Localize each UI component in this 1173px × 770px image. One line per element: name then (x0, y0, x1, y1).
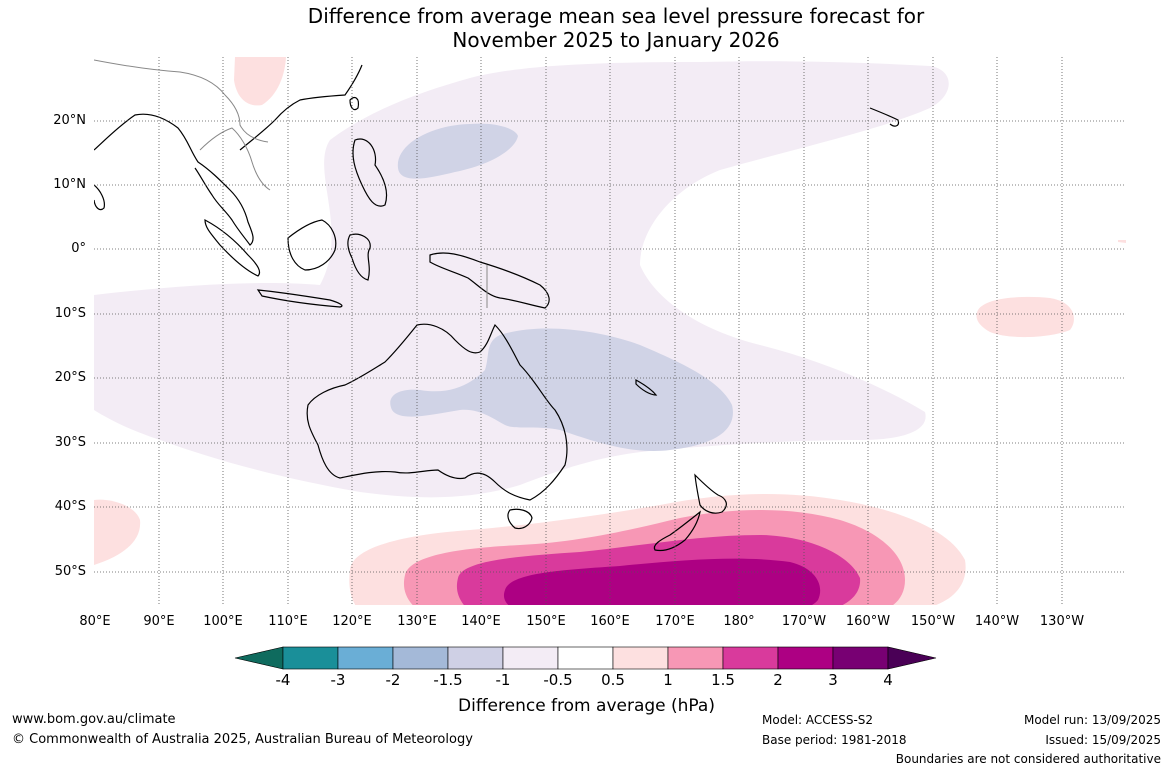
coast-sumatra (204, 218, 261, 277)
map-plot-area (94, 57, 1126, 605)
footer-model-run: Model run: 13/09/2025 (1023, 713, 1161, 727)
coast-australia (306, 323, 568, 501)
colorbar-swatch (832, 646, 889, 670)
colorbar-title: Difference from average (hPa) (458, 696, 715, 716)
coast-borneo (287, 219, 337, 271)
coast-new-guinea (429, 252, 550, 309)
coast-new-zealand-south (653, 510, 701, 552)
coast-taiwan (349, 97, 360, 111)
footer-issued: Issued: 15/09/2025 (1045, 733, 1161, 747)
anomaly-region-pos-south-indian (94, 499, 141, 565)
colorbar-extend-low (234, 646, 284, 670)
footer-copyright: © Commonwealth of Australia 2025, Austra… (12, 732, 473, 747)
lon-label-150e: 150°E (526, 614, 566, 629)
lon-label-130w: 130°W (1039, 614, 1085, 629)
lat-label-10s: 10°S (54, 306, 86, 321)
colorbar-tick-label: 0.5 (601, 671, 625, 689)
lat-label-20n: 20°N (53, 113, 86, 128)
lon-label-180: 180° (723, 614, 755, 629)
footer-model: Model: ACCESS-S2 (762, 713, 874, 727)
lat-label-10n: 10°N (53, 177, 86, 192)
coast-sulawesi (347, 233, 371, 281)
lon-label-100e: 100°E (203, 614, 243, 629)
border-china-south (94, 59, 269, 143)
colorbar-swatch (557, 646, 614, 670)
footer-base-period: Base period: 1981-2018 (762, 733, 907, 747)
country-borders (94, 59, 488, 308)
colorbar-tick-label: -1.5 (433, 671, 463, 689)
coast-new-zealand-north (694, 473, 727, 514)
coast-java (256, 289, 343, 308)
colorbar-tick-label: -2 (385, 671, 401, 689)
coastlines (94, 64, 900, 552)
colorbar-extend-high (887, 646, 937, 670)
coast-philippines (352, 138, 388, 207)
anomaly-region-negative-north (397, 123, 518, 179)
anomaly-region-pos-2 (503, 558, 821, 605)
colorbar (234, 646, 937, 670)
map-title-line2: November 2025 to January 2026 (452, 28, 780, 52)
colorbar-tick-label: 4 (883, 671, 893, 689)
colorbar-tick-label: 1.5 (711, 671, 735, 689)
lon-label-160e: 160°E (590, 614, 630, 629)
colorbar-swatch (667, 646, 724, 670)
colorbar-swatch (777, 646, 834, 670)
colorbar-swatch (337, 646, 394, 670)
lon-label-110e: 110°E (268, 614, 308, 629)
lon-label-120e: 120°E (332, 614, 372, 629)
lat-label-40s: 40°S (54, 499, 86, 514)
anomaly-region-pos-east-edge (1118, 240, 1126, 243)
lon-label-80e: 80°E (79, 614, 111, 629)
coast-india-tip (94, 184, 105, 211)
colorbar-tick-label: -4 (275, 671, 291, 689)
coast-asia-mainland (94, 64, 363, 246)
anomaly-region-negative-australia (390, 328, 733, 451)
lat-label-equator: 0° (71, 241, 86, 256)
colorbar-tick-label: 3 (828, 671, 838, 689)
colorbar-swatches (234, 646, 937, 670)
lon-label-160w: 160°W (845, 614, 891, 629)
lon-label-150w: 150°W (910, 614, 956, 629)
graticule (94, 57, 1126, 605)
coast-new-caledonia (635, 378, 658, 396)
anomaly-region-pos-southwest-pacific (976, 296, 1074, 338)
lon-label-170w: 170°W (781, 614, 827, 629)
map-title: Difference from average mean sea level p… (0, 4, 1173, 52)
colorbar-tick-label: 1 (663, 671, 673, 689)
map-title-line1: Difference from average mean sea level p… (307, 4, 925, 28)
lat-label-20s: 20°S (54, 370, 86, 385)
colorbar-swatch (722, 646, 779, 670)
colorbar-tick-label: -0.5 (543, 671, 573, 689)
lon-label-140w: 140°W (974, 614, 1020, 629)
colorbar-tick-label: -3 (330, 671, 346, 689)
lat-label-50s: 50°S (54, 564, 86, 579)
lon-label-140e: 140°E (461, 614, 501, 629)
anomaly-region-light-negative (94, 61, 949, 498)
lon-label-90e: 90°E (143, 614, 175, 629)
coast-hawaii (869, 107, 900, 127)
colorbar-swatch (282, 646, 339, 670)
coast-tasmania (507, 508, 533, 530)
colorbar-tick-label: 2 (773, 671, 783, 689)
colorbar-swatch (612, 646, 669, 670)
lon-label-170e: 170°E (655, 614, 695, 629)
lat-label-30s: 30°S (54, 435, 86, 450)
footer-disclaimer: Boundaries are not considered authoritat… (895, 752, 1161, 766)
colorbar-tick-label: -1 (495, 671, 511, 689)
border-indochina (199, 127, 271, 191)
lon-label-130e: 130°E (397, 614, 437, 629)
footer-url: www.bom.gov.au/climate (12, 712, 176, 727)
colorbar-swatch (502, 646, 559, 670)
colorbar-swatch (392, 646, 449, 670)
colorbar-swatch (447, 646, 504, 670)
anomaly-region-pos-southern-china (234, 57, 286, 106)
